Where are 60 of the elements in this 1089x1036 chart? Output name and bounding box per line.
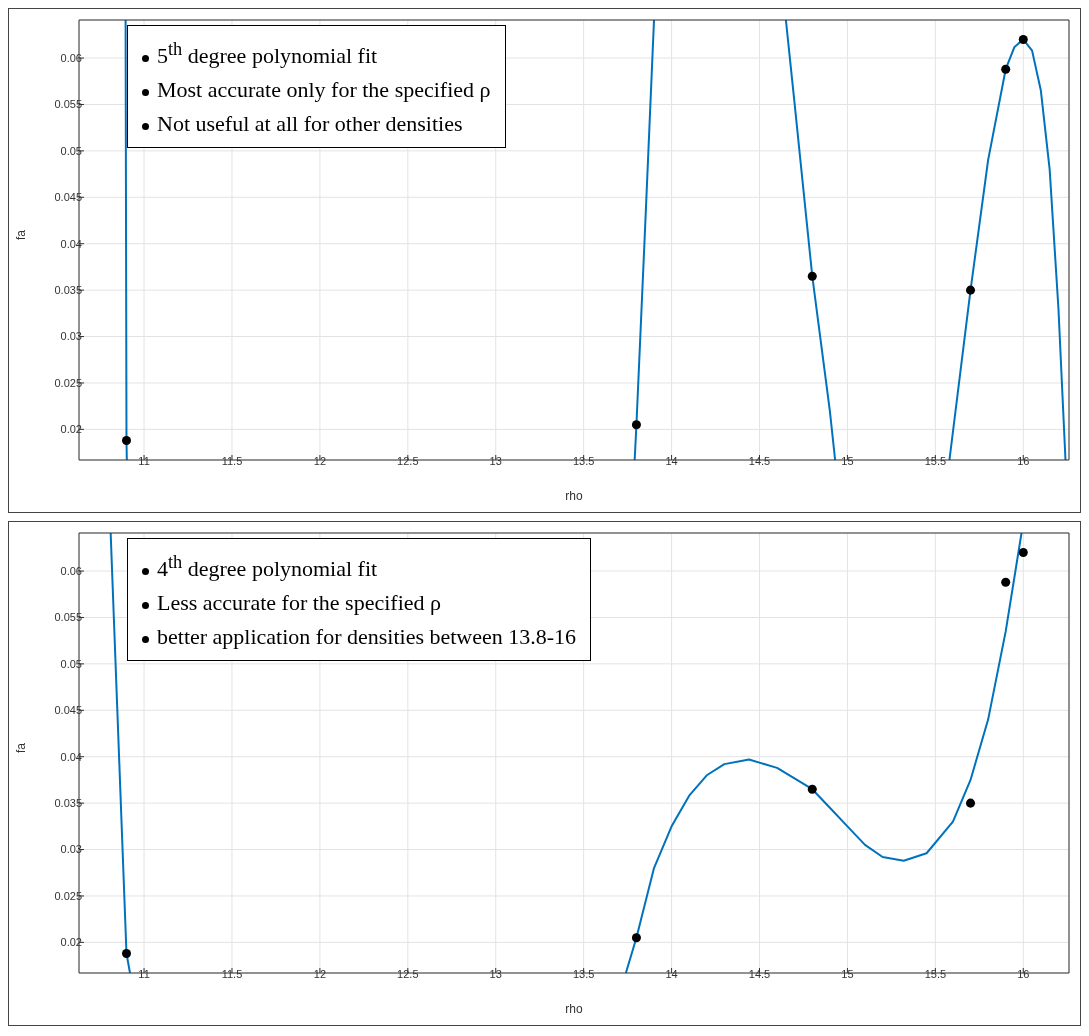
annotation: Less accurate for the specified ρ bbox=[157, 590, 442, 616]
x-axis-title: rho bbox=[565, 1002, 583, 1016]
y-tick-label: 0.035 bbox=[54, 797, 82, 810]
x-tick-label: 13.5 bbox=[572, 967, 595, 980]
annotation: better application for densities between 13.8-16 bbox=[157, 624, 577, 650]
x-tick-label: 15 bbox=[841, 967, 854, 980]
x-tick-label: 11.5 bbox=[221, 967, 243, 980]
x-tick-label: 11 bbox=[138, 454, 150, 467]
x-tick-label: 14 bbox=[665, 454, 678, 467]
annotation: Most accurate only for the specified ρ bbox=[157, 77, 491, 103]
x-tick-label: 11 bbox=[138, 967, 150, 980]
annotation: 4$^{th}$ degree polynomial fit bbox=[157, 552, 378, 582]
point bbox=[631, 933, 641, 943]
y-axis-title: fa bbox=[14, 229, 29, 240]
y-tick-label: 0.06 bbox=[60, 51, 82, 64]
point bbox=[1001, 577, 1011, 587]
y-tick-label: 0.05 bbox=[60, 657, 82, 670]
x-tick-label: 12.5 bbox=[397, 454, 419, 467]
x-tick-label: 12 bbox=[313, 967, 327, 980]
y-tick-label: 0.055 bbox=[54, 98, 82, 111]
y-tick-label: 0.045 bbox=[54, 704, 82, 717]
y-tick-label: 0.06 bbox=[60, 564, 82, 577]
x-tick-label: 15.5 bbox=[924, 967, 947, 980]
point bbox=[966, 798, 976, 808]
x-tick-label: 16 bbox=[1017, 454, 1030, 467]
x-tick-label: 13 bbox=[489, 454, 502, 467]
y-tick-label: 0.04 bbox=[60, 237, 82, 250]
x-tick-label: 12.5 bbox=[397, 967, 419, 980]
x-tick-label: 14 bbox=[665, 967, 678, 980]
point bbox=[121, 949, 131, 959]
y-axis-title: fa bbox=[14, 742, 29, 753]
x-tick-label: 12 bbox=[313, 454, 327, 467]
y-tick-label: 0.025 bbox=[54, 889, 82, 902]
point bbox=[1018, 34, 1028, 44]
y-tick-label: 0.025 bbox=[54, 376, 82, 389]
y-tick-label: 0.045 bbox=[54, 191, 82, 204]
y-tick-label: 0.04 bbox=[60, 750, 82, 763]
x-tick-label: 16 bbox=[1017, 967, 1030, 980]
y-tick-label: 0.035 bbox=[54, 284, 82, 297]
y-tick-label: 0.02 bbox=[60, 423, 82, 436]
y-tick-label: 0.055 bbox=[54, 611, 82, 624]
x-tick-label: 11.5 bbox=[221, 454, 243, 467]
y-tick-label: 0.03 bbox=[60, 330, 82, 343]
point bbox=[807, 784, 817, 794]
x-tick-label: 15 bbox=[841, 454, 854, 467]
y-tick-label: 0.05 bbox=[60, 144, 82, 157]
point bbox=[1001, 64, 1011, 74]
point bbox=[966, 285, 976, 295]
point bbox=[807, 271, 817, 281]
point bbox=[631, 420, 641, 430]
annotation: 5$^{th}$ degree polynomial fit bbox=[157, 39, 378, 69]
x-tick-label: 13.5 bbox=[572, 454, 595, 467]
y-tick-label: 0.03 bbox=[60, 843, 82, 856]
x-axis-title: rho bbox=[565, 489, 583, 503]
x-tick-label: 15.5 bbox=[924, 454, 947, 467]
x-tick-label: 13 bbox=[489, 967, 502, 980]
point bbox=[121, 436, 131, 446]
point bbox=[1018, 547, 1028, 557]
annotation: Not useful at all for other densities bbox=[157, 111, 463, 137]
y-tick-label: 0.02 bbox=[60, 936, 82, 949]
